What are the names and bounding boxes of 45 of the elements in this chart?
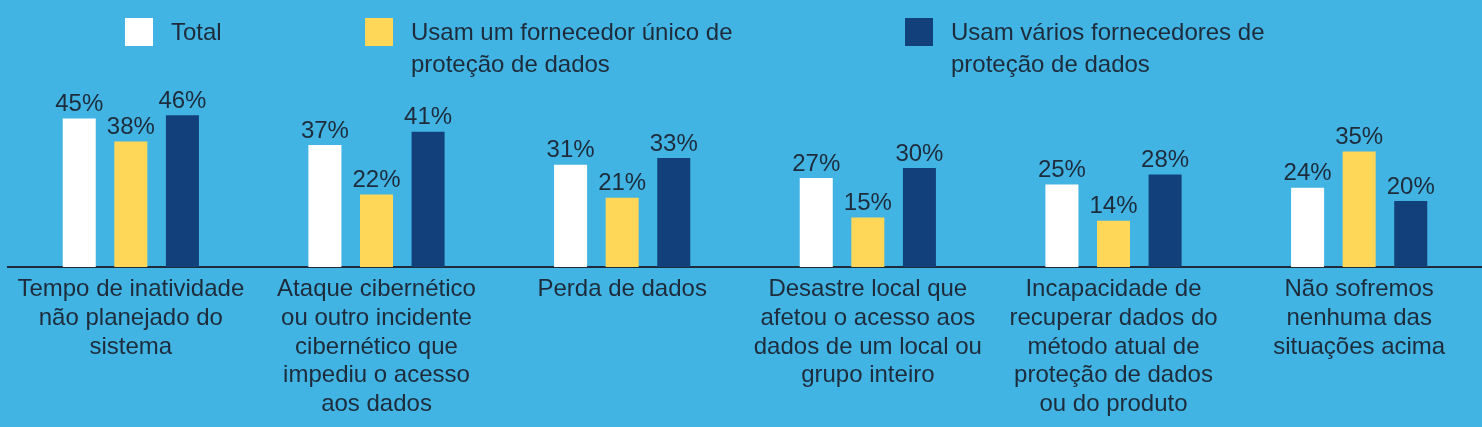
- bar: [902, 168, 936, 267]
- bar: [411, 131, 445, 267]
- legend-label: Usam vários fornecedores de proteção de dados: [951, 17, 1266, 79]
- bar: [308, 144, 342, 267]
- data-label: 30%: [895, 138, 944, 166]
- data-label: 27%: [792, 148, 841, 176]
- bar: [1045, 184, 1079, 267]
- bar: [851, 217, 885, 267]
- x-tick-label: Incapacidade de recuperar dados do método atual de proteção de dados ou do produto: [1009, 274, 1218, 417]
- data-label: 38%: [106, 112, 155, 140]
- x-tick-label: Tempo de inatividade não planejado do sistema: [17, 274, 245, 359]
- bar: [1291, 187, 1325, 267]
- bar: [657, 158, 691, 267]
- data-label: 37%: [300, 115, 349, 143]
- bar: [1096, 220, 1131, 267]
- data-label: 14%: [1089, 191, 1138, 219]
- bar: [1342, 151, 1376, 267]
- data-label: 20%: [1386, 171, 1435, 199]
- bar: [1148, 174, 1182, 267]
- data-label: 22%: [352, 165, 401, 193]
- data-label: 41%: [404, 102, 453, 130]
- bar: [62, 118, 96, 267]
- x-tick-label: Perda de dados: [537, 274, 707, 302]
- data-label: 21%: [598, 168, 647, 196]
- bar: [165, 115, 199, 267]
- x-tick-label: Não sofremos nenhuma das situações acima: [1273, 274, 1446, 359]
- x-tick-label: Ataque cibernético ou outro incidente cibernético que impediu o acesso aos dados: [277, 274, 476, 417]
- bar: [605, 197, 639, 267]
- legend-label: Total: [171, 17, 223, 47]
- data-label: 24%: [1283, 158, 1332, 186]
- data-label: 31%: [546, 135, 595, 163]
- x-tick-label: Desastre local que afetou o acesso aos dados de um local ou grupo inteiro: [753, 274, 982, 388]
- bar: [799, 177, 833, 267]
- data-label: 33%: [649, 128, 698, 156]
- bar: [114, 141, 148, 267]
- data-label: 15%: [843, 188, 892, 216]
- bar: [359, 194, 394, 267]
- bar: [554, 164, 588, 267]
- legend-label: Usam um fornecedor único de proteção de dados: [411, 17, 734, 79]
- bar: [1394, 201, 1428, 267]
- data-label: 46%: [158, 85, 207, 113]
- data-label: 45%: [55, 89, 104, 117]
- data-label: 35%: [1335, 122, 1384, 150]
- data-label: 28%: [1141, 145, 1190, 173]
- data-label: 25%: [1037, 155, 1086, 183]
